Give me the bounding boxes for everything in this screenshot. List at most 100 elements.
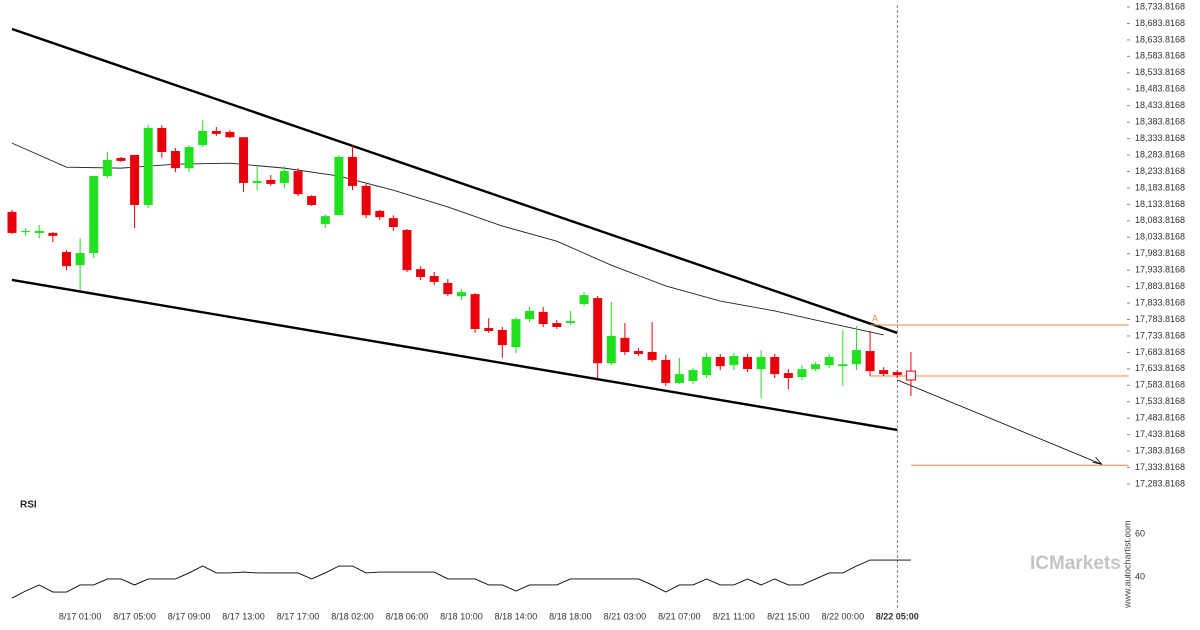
y-tick-label: 18,283.8168 [1135, 149, 1185, 159]
y-tick-label: 18,533.8168 [1135, 67, 1185, 77]
x-tick-label: 8/18 14:00 [495, 611, 538, 621]
y-tick-label: 17,933.8168 [1135, 265, 1185, 275]
y-tick-label: 18,583.8168 [1135, 51, 1185, 61]
candle-body [102, 159, 112, 177]
candle-body [170, 151, 180, 169]
candle-body [143, 127, 153, 205]
y-tick-label: 18,483.8168 [1135, 84, 1185, 94]
y-tick-label: 17,283.8168 [1135, 478, 1185, 488]
candle-body [130, 154, 140, 205]
candle-body [89, 176, 99, 254]
candle-body [375, 210, 385, 218]
candle-body [715, 356, 725, 367]
candle-body [7, 211, 17, 233]
candle-body [661, 359, 671, 383]
y-tick-label: 17,633.8168 [1135, 363, 1185, 373]
candle-body [729, 355, 739, 366]
candle-body [388, 218, 398, 228]
candle-body [252, 180, 262, 183]
candle-body [75, 253, 85, 266]
candle-body [770, 356, 780, 375]
candle-body [783, 373, 793, 379]
candle-body [225, 131, 235, 138]
y-tick-label: 18,383.8168 [1135, 117, 1185, 127]
candle-body [266, 179, 276, 184]
candle-body [211, 130, 221, 134]
candle-body [552, 323, 562, 328]
candle-body [416, 269, 426, 278]
candle-body [429, 276, 439, 282]
candle-body [702, 356, 712, 376]
candle-body [892, 372, 902, 376]
candle-body [21, 230, 31, 232]
x-tick-label: 8/18 06:00 [386, 611, 429, 621]
candle-body [497, 329, 507, 346]
y-tick-label: 17,833.8168 [1135, 297, 1185, 307]
x-tick-label: 8/21 15:00 [767, 611, 810, 621]
y-tick-label: 40 [1135, 571, 1145, 581]
moving-average [11, 142, 884, 336]
candle-body [334, 156, 344, 216]
y-tick-label: 17,533.8168 [1135, 396, 1185, 406]
x-tick-label: 8/21 11:00 [713, 611, 755, 621]
y-tick-label: 18,733.8168 [1135, 1, 1185, 11]
x-tick-label: 8/21 07:00 [658, 611, 701, 621]
candle-body [402, 229, 412, 271]
candle-body [879, 370, 889, 375]
candle-body [647, 352, 657, 360]
candle-body [674, 374, 684, 383]
candle-body [443, 282, 453, 295]
y-tick-label: 17,483.8168 [1135, 413, 1185, 423]
x-tick-label: 8/17 09:00 [168, 611, 211, 621]
candle-body [538, 311, 548, 325]
annotation: A [872, 313, 878, 323]
candle-body [634, 351, 644, 354]
y-tick-label: 18,083.8168 [1135, 215, 1185, 225]
candle-body [525, 310, 535, 320]
candle-body [279, 171, 289, 183]
candle-body [742, 356, 752, 370]
y-tick-label: 18,033.8168 [1135, 232, 1185, 242]
candle-body [320, 216, 330, 225]
rsi-title: RSI [20, 500, 37, 511]
candle-body [579, 295, 589, 304]
trend-line [11, 27, 898, 335]
y-tick-label: 17,783.8168 [1135, 314, 1185, 324]
x-tick-label: 8/18 10:00 [440, 611, 483, 621]
candle-body [293, 171, 303, 195]
candle-body [797, 369, 807, 378]
candle-body [361, 185, 371, 216]
y-tick-label: 18,633.8168 [1135, 34, 1185, 44]
x-tick-label: 8/17 17:00 [277, 611, 320, 621]
y-tick-label: 17,733.8168 [1135, 330, 1185, 340]
candle-body [838, 364, 848, 367]
y-tick-label: 18,333.8168 [1135, 133, 1185, 143]
y-tick-label: 17,383.8168 [1135, 445, 1185, 455]
y-tick-label: 18,233.8168 [1135, 166, 1185, 176]
x-tick-label: 8/17 05:00 [113, 611, 156, 621]
candle-body [116, 157, 126, 161]
candle-body [593, 298, 603, 364]
arrow-head [1092, 456, 1103, 465]
candle-body [811, 364, 821, 370]
candle-body [620, 337, 630, 353]
x-tick-label: 8/18 18:00 [549, 611, 592, 621]
candle-body [851, 350, 861, 365]
y-tick-label: 17,883.8168 [1135, 281, 1185, 291]
candle-body [484, 328, 494, 331]
candle-body [61, 252, 71, 267]
candle-body [606, 335, 616, 364]
candle-body [865, 351, 875, 372]
candle-body [34, 230, 44, 233]
candle-body [511, 319, 521, 348]
candle-body [688, 370, 698, 381]
x-tick-label: 8/22 05:00 [876, 611, 919, 621]
watermark: ICMarkets [1030, 553, 1121, 574]
candle-body [756, 356, 766, 370]
y-tick-label: 17,583.8168 [1135, 380, 1185, 390]
candle-body [157, 127, 167, 153]
x-tick-label: 8/17 01:00 [59, 611, 102, 621]
x-tick-label: 8/22 00:00 [822, 611, 865, 621]
candle-body [184, 147, 194, 169]
